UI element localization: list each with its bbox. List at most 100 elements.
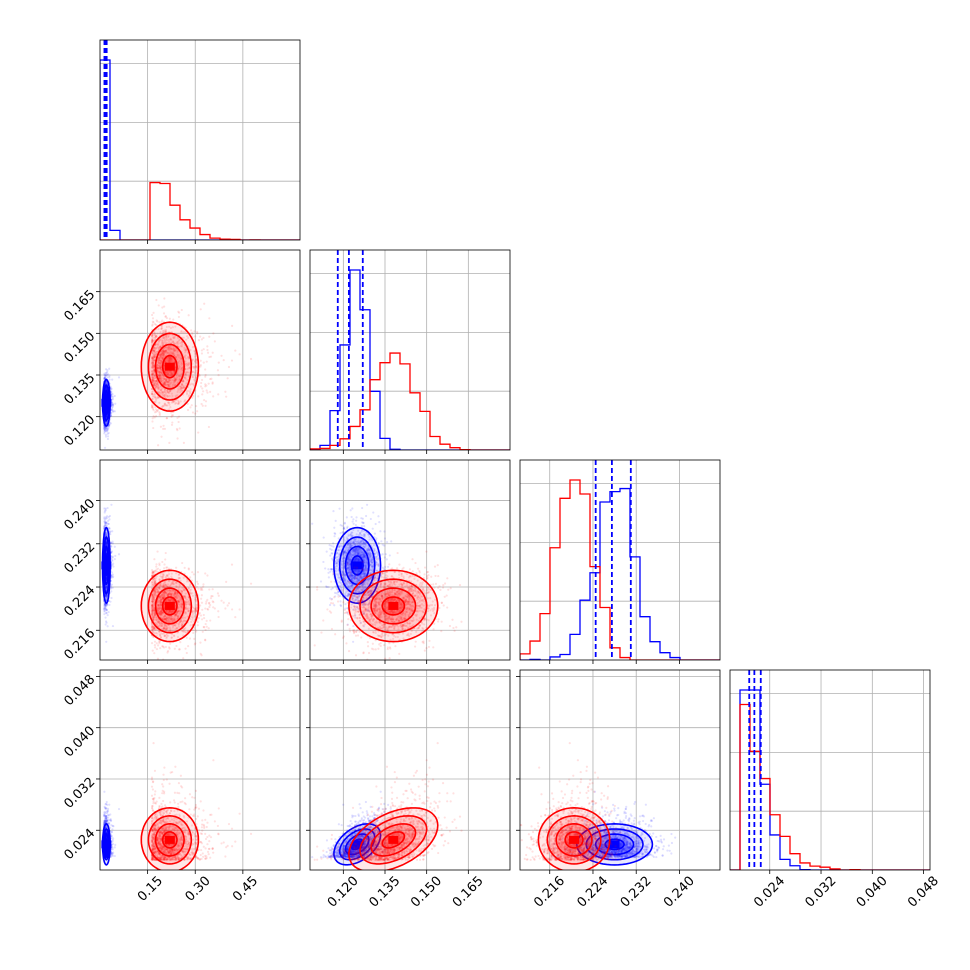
scatter-point — [249, 582, 253, 585]
scatter-point — [234, 349, 237, 352]
scatter-point — [178, 387, 182, 390]
scatter-point — [172, 400, 175, 403]
scatter-point — [110, 571, 113, 574]
scatter-point — [150, 373, 154, 376]
scatter-point — [177, 362, 180, 365]
scatter-point — [172, 336, 175, 340]
y-tick-label: 0.150 — [61, 329, 98, 366]
scatter-point — [154, 384, 158, 387]
scatter-point — [168, 370, 171, 373]
scatter-point — [183, 356, 186, 359]
scatter-point — [153, 652, 156, 655]
scatter-point — [156, 381, 159, 384]
scatter-point — [103, 377, 106, 380]
scatter-point — [156, 409, 159, 412]
scatter-point — [154, 336, 157, 339]
scatter-point — [163, 381, 166, 384]
scatter-point — [151, 372, 154, 375]
scatter-point — [209, 355, 213, 358]
scatter-point — [175, 342, 178, 345]
scatter-point — [153, 331, 156, 335]
scatter-point — [117, 553, 121, 556]
scatter-point — [103, 612, 106, 616]
scatter-point — [153, 386, 156, 389]
scatter-point — [206, 607, 209, 611]
scatter-point — [194, 355, 197, 358]
scatter-point — [178, 365, 181, 369]
scatter-point — [153, 356, 156, 360]
scatter-point — [157, 386, 160, 389]
scatter-point — [231, 324, 234, 327]
scatter-point — [103, 374, 106, 377]
scatter-point — [196, 330, 199, 334]
scatter-point — [157, 327, 160, 331]
scatter-point — [171, 394, 174, 398]
scatter-point — [158, 374, 161, 378]
scatter-point — [104, 521, 108, 525]
scatter-point — [167, 385, 170, 389]
scatter-point — [158, 340, 161, 343]
scatter-point — [110, 550, 113, 554]
scatter-point — [195, 362, 198, 365]
scatter-point — [110, 586, 113, 589]
scatter-point — [158, 376, 161, 379]
scatter-point — [160, 360, 163, 364]
scatter-point — [213, 340, 216, 343]
scatter-point — [167, 383, 170, 386]
scatter-point — [187, 363, 190, 366]
scatter-point — [191, 346, 194, 349]
scatter-point — [166, 351, 169, 354]
scatter-point — [151, 320, 154, 323]
scatter-point — [167, 348, 170, 351]
scatter-point — [173, 349, 176, 352]
scatter-point — [105, 371, 108, 375]
scatter-point — [178, 377, 181, 381]
scatter-point — [153, 383, 157, 386]
scatter-point — [171, 378, 175, 382]
scatter-point — [164, 315, 167, 318]
scatter-point — [151, 363, 154, 367]
scatter-point — [103, 517, 106, 520]
scatter-point — [106, 428, 109, 431]
scatter-point — [104, 604, 107, 607]
scatter-point — [103, 604, 106, 607]
scatter-point — [204, 383, 207, 386]
scatter-point — [185, 389, 188, 393]
scatter-point — [106, 437, 110, 441]
scatter-point — [155, 347, 158, 350]
scatter-point — [114, 402, 117, 405]
scatter-point — [153, 351, 156, 354]
scatter-point — [105, 415, 108, 418]
scatter-point — [163, 330, 166, 333]
scatter-point — [207, 425, 211, 429]
scatter-point — [154, 334, 157, 337]
scatter-point — [161, 306, 164, 309]
scatter-point — [104, 377, 107, 380]
scatter-point — [158, 373, 161, 377]
scatter-point — [111, 393, 114, 396]
scatter-point — [180, 358, 183, 361]
scatter-point — [157, 383, 160, 386]
scatter-point — [153, 382, 156, 385]
scatter-point — [173, 383, 176, 386]
scatter-point — [105, 553, 108, 556]
scatter-point — [150, 375, 154, 378]
scatter-point — [161, 350, 164, 353]
scatter-point — [161, 343, 165, 347]
scatter-point — [192, 378, 196, 381]
scatter-point — [158, 354, 162, 357]
scatter-point — [161, 319, 164, 322]
scatter-point — [187, 644, 190, 648]
scatter-point — [184, 357, 187, 360]
scatter-point — [160, 327, 163, 330]
scatter-point — [211, 351, 214, 354]
scatter-point — [186, 335, 189, 338]
scatter-point — [106, 429, 109, 432]
scatter-point — [202, 585, 205, 588]
scatter-point — [185, 393, 189, 396]
scatter-point — [158, 564, 161, 567]
scatter-point — [192, 394, 195, 398]
scatter-point — [154, 343, 157, 346]
scatter-point — [161, 350, 165, 353]
scatter-point — [204, 400, 208, 403]
